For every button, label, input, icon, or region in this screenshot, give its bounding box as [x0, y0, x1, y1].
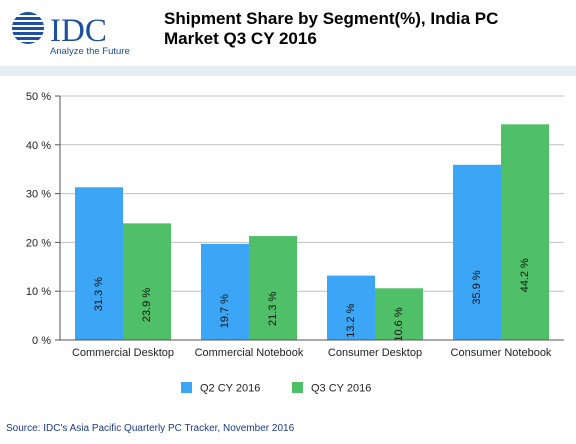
chart-title-line-1: Shipment Share by Segment(%), India PC — [164, 9, 499, 28]
x-tick-label: Commercial Desktop — [72, 347, 174, 359]
idc-logo: IDC Analyze the Future — [12, 12, 130, 57]
y-tick-label: 10 % — [26, 286, 51, 298]
bar-value-label: 23.9 % — [141, 288, 153, 322]
y-axis: 0 % 10 % 20 % 30 % 40 % 50 % — [26, 91, 61, 347]
bar — [327, 275, 375, 340]
bar-value-label: 21.3 % — [267, 291, 279, 325]
bar-value-label: 31.3 % — [93, 277, 105, 311]
bar-chart: 0 % 10 % 20 % 30 % 40 % 50 % 31.3 % 23.9 % 19.7… — [26, 91, 564, 395]
legend-label: Q3 CY 2016 — [311, 383, 371, 395]
x-tick-label: Commercial Notebook — [195, 347, 304, 359]
y-tick-label: 0 % — [32, 335, 51, 347]
bar — [249, 236, 297, 340]
bars: 31.3 % 23.9 % 19.7 % 21.3 % 13.2 % 10.6 % 35.9… — [75, 124, 549, 342]
bar-value-label: 44.2 % — [519, 258, 531, 292]
y-tick-label: 40 % — [26, 140, 51, 152]
logo-wordmark: IDC — [50, 13, 107, 49]
bar — [501, 124, 549, 340]
bar — [201, 243, 249, 340]
bar — [375, 288, 423, 340]
bar-value-label: 35.9 % — [471, 270, 483, 304]
x-tick-label: Consumer Notebook — [451, 347, 552, 359]
x-tick-label: Consumer Desktop — [328, 347, 422, 359]
legend-swatch — [181, 382, 192, 393]
legend-label: Q2 CY 2016 — [200, 383, 260, 395]
legend-swatch — [292, 382, 303, 393]
header-band — [0, 66, 576, 76]
bar — [75, 187, 123, 340]
source-note: Source: IDC's Asia Pacific Quarterly PC … — [6, 423, 295, 434]
header: IDC Analyze the Future Shipment Share by… — [0, 0, 576, 66]
legend: Q2 CY 2016 Q3 CY 2016 — [181, 382, 371, 395]
y-tick-label: 50 % — [26, 91, 51, 103]
bar-value-label: 10.6 % — [393, 307, 405, 341]
x-axis: Commercial Desktop Commercial Notebook Con… — [60, 339, 564, 359]
y-tick-label: 20 % — [26, 237, 51, 249]
y-tick-label: 30 % — [26, 189, 51, 201]
bar — [123, 223, 171, 340]
logo-tagline: Analyze the Future — [50, 46, 130, 57]
chart-title-line-2: Market Q3 CY 2016 — [164, 29, 317, 48]
globe-icon — [12, 12, 44, 44]
bar — [453, 164, 501, 340]
bar-value-label: 19.7 % — [219, 294, 231, 328]
bar-value-label: 13.2 % — [345, 303, 357, 337]
chart-title: Shipment Share by Segment(%), India PC M… — [164, 9, 564, 49]
